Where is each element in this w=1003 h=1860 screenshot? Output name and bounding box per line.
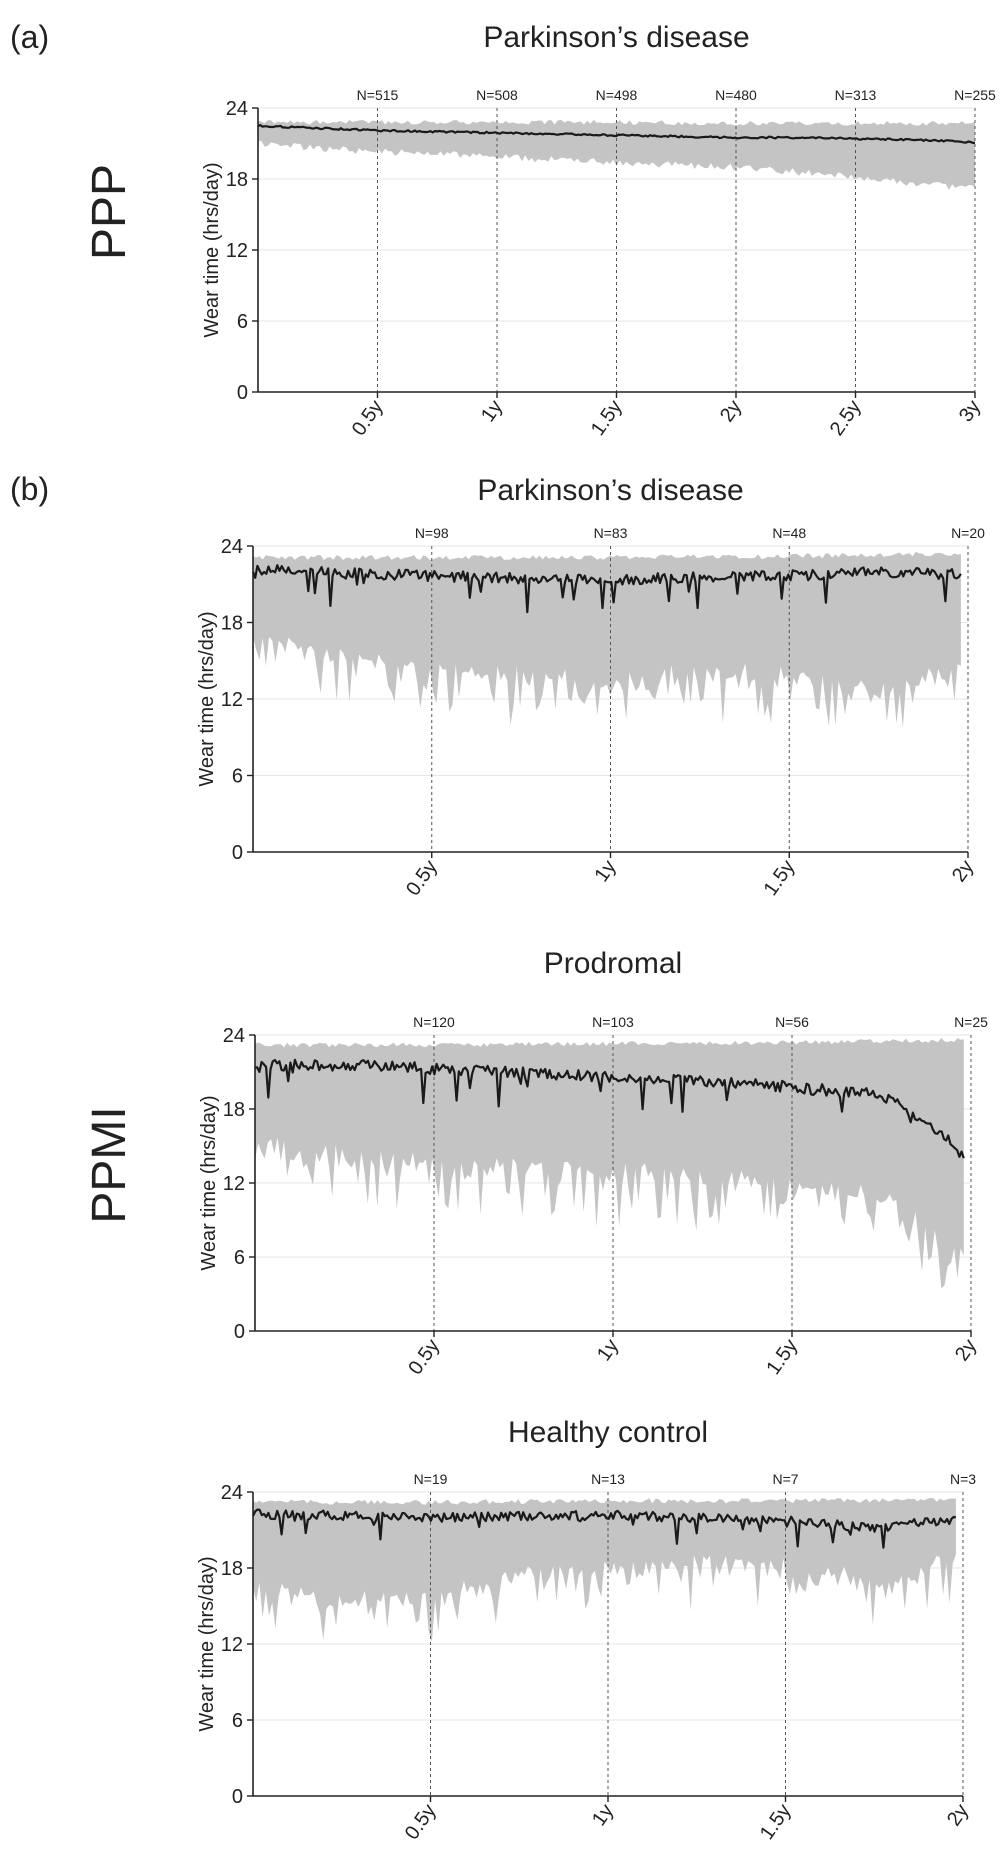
n-label: N=255 [954,87,996,103]
x-tick-label: 1y [588,1800,618,1830]
y-tick-label: 18 [221,613,243,635]
chart-title: Parkinson’s disease [477,474,743,507]
y-tick-label: 0 [232,842,243,864]
mean-line [251,564,962,614]
chart-title: Prodromal [544,947,682,980]
n-label: N=98 [415,525,449,541]
x-tick-label: 3y [955,396,985,426]
y-tick-label: 18 [221,1558,243,1580]
x-tick-label: 1y [477,396,507,426]
x-tick-label: 1.5y [587,396,627,440]
n-label: N=20 [951,525,985,541]
panel-label-b: (b) [10,471,49,507]
y-tick-label: 6 [234,1247,245,1269]
y-axis-label: Wear time (hrs/day) [198,1095,220,1270]
x-tick-label: 1y [590,856,620,886]
charts-group: Parkinson’s disease 0 6 12 18 24 Wear time (hr… [196,21,996,1844]
panel-label-a: (a) [10,19,49,55]
n-label: N=508 [476,87,518,103]
n-label: N=83 [594,525,628,541]
y-tick-label: 12 [221,1634,243,1656]
y-tick-label: 24 [223,1025,245,1047]
variability-band [253,551,961,728]
x-tick-label: 2y [951,1335,981,1365]
x-tick-label: 1.5y [760,856,800,900]
chart-0: Parkinson’s disease 0 6 12 18 24 Wear time (hr… [201,21,996,440]
y-tick-label: 18 [223,1099,245,1121]
x-tick-label: 2y [716,396,746,426]
n-label: N=103 [592,1014,634,1030]
y-tick-label: 12 [223,1173,245,1195]
n-label: N=120 [413,1014,455,1030]
y-tick-label: 24 [221,1482,243,1504]
chart-3: Healthy control 0 6 12 18 24 Wear time (hrs/da… [196,1416,976,1844]
y-axis-label: Wear time (hrs/day) [196,1556,218,1731]
chart-title: Parkinson’s disease [483,21,749,54]
y-tick-label: 12 [226,240,248,262]
y-tick-label: 6 [232,1710,243,1732]
n-label: N=498 [596,87,638,103]
mean-line [254,1058,965,1159]
x-tick-label: 2y [943,1800,973,1830]
y-tick-label: 6 [232,766,243,788]
cohort-label-ppmi: PPMI [83,1106,136,1223]
n-label: N=7 [772,1471,798,1487]
x-tick-label: 0.5y [404,1335,444,1379]
x-tick-label: 2.5y [826,396,866,440]
x-tick-label: 1y [593,1335,623,1365]
cohort-label-ppp: PPP [83,164,136,260]
n-label: N=13 [591,1471,625,1487]
y-tick-label: 12 [221,689,243,711]
n-label: N=480 [715,87,757,103]
x-tick-label: 1.5y [756,1800,796,1844]
n-label: N=56 [775,1014,809,1030]
y-tick-label: 18 [226,169,248,191]
x-tick-label: 0.5y [402,856,442,900]
y-tick-label: 0 [237,382,248,404]
mean-line [252,1508,957,1549]
y-axis-label: Wear time (hrs/day) [196,611,218,786]
n-label: N=48 [772,525,806,541]
n-label: N=515 [357,87,399,103]
y-tick-label: 0 [232,1786,243,1808]
x-tick-label: 0.5y [348,396,388,440]
n-label: N=313 [835,87,877,103]
y-tick-label: 6 [237,311,248,333]
chart-2: Prodromal 0 6 12 18 24 Wear time (hrs/day) 0.5y… [198,947,988,1379]
y-tick-label: 24 [221,536,243,558]
x-tick-label: 2y [948,856,978,886]
y-axis-label: Wear time (hrs/day) [201,162,223,337]
mean-line [257,124,976,145]
n-label: N=3 [950,1471,976,1487]
x-tick-label: 1.5y [762,1335,802,1379]
variability-band [253,1498,956,1643]
y-tick-label: 0 [234,1321,245,1343]
y-tick-label: 24 [226,98,248,120]
x-tick-label: 0.5y [401,1800,441,1844]
n-label: N=25 [954,1014,988,1030]
variability-band [255,1038,964,1289]
chart-title: Healthy control [508,1416,708,1449]
n-label: N=19 [414,1471,448,1487]
chart-1: Parkinson’s disease 0 6 12 18 24 Wear time (hr… [196,474,985,900]
